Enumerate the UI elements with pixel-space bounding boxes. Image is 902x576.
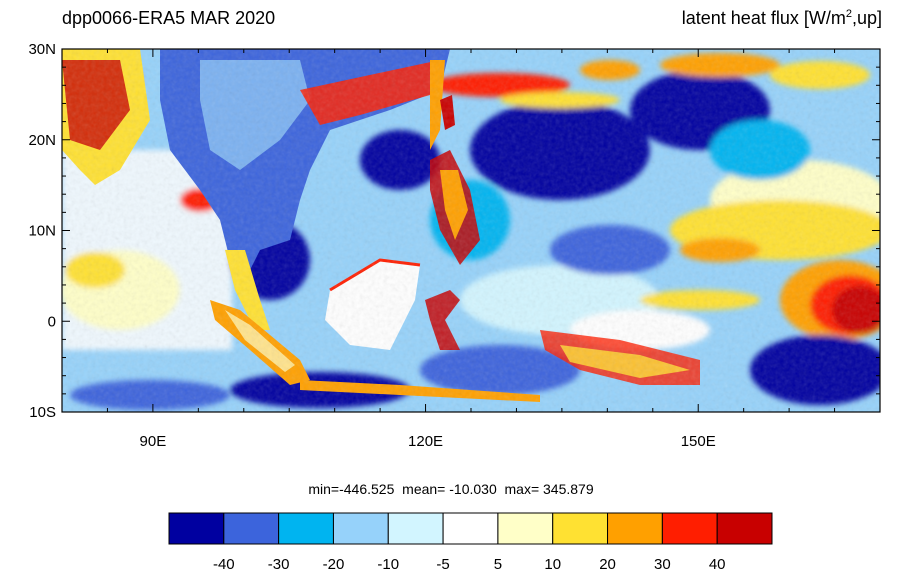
axis-ticks	[61, 48, 881, 413]
colorbar-box	[497, 512, 554, 545]
colorbar-box	[332, 512, 389, 545]
variable-title-sup: 2	[845, 8, 852, 20]
colorbar-label: 30	[654, 556, 671, 573]
colorbar-labels: -40 -30 -20 -10 -5 5 10 20 30 40	[213, 556, 726, 573]
lat-tick-label: 20N	[28, 132, 56, 149]
colorbar-box	[552, 512, 609, 545]
lat-tick-label: 10N	[28, 223, 56, 240]
colorbar-label: -20	[323, 556, 345, 573]
variable-title-prefix: latent heat flux [W/m	[681, 8, 846, 28]
colorbar-label: 10	[544, 556, 561, 573]
colorbar-box	[278, 512, 334, 545]
lon-tick-label: 150E	[681, 433, 716, 450]
map-plot: 30N 20N 10N 0 10S 90E 120E 150E	[28, 41, 881, 450]
lon-tick-label: 120E	[408, 433, 443, 450]
colorbar-label: 40	[709, 556, 726, 573]
colorbar-label: -30	[268, 556, 290, 573]
variable-title: latent heat flux [W/m2,up]	[682, 8, 882, 29]
colorbar-boxes	[168, 512, 773, 545]
colorbar-box	[387, 512, 444, 545]
stats-summary: min=-446.525 mean= -10.030 max= 345.879	[308, 481, 594, 497]
colorbar-label: -10	[377, 556, 399, 573]
lon-tick-label: 90E	[140, 433, 167, 450]
colorbar-box	[223, 512, 280, 545]
colorbar-box	[442, 512, 499, 545]
map-title: dpp0066-ERA5 MAR 2020	[62, 8, 276, 28]
variable-title-suffix: ,up]	[851, 8, 882, 28]
colorbar-label: 20	[599, 556, 616, 573]
colorbar-label: -5	[436, 556, 449, 573]
colorbar-box	[716, 512, 773, 545]
colorbar-label: 5	[494, 556, 502, 573]
lat-tick-label: 30N	[28, 41, 56, 58]
colorbar-box	[661, 512, 718, 545]
colorbar-box	[168, 512, 225, 545]
lat-tick-label: 0	[48, 313, 56, 330]
colorbar-label: -40	[213, 556, 235, 573]
axis-tick-labels: 30N 20N 10N 0 10S 90E 120E 150E	[28, 41, 715, 450]
colorbar-box	[607, 512, 663, 545]
lat-tick-label: 10S	[29, 404, 56, 421]
flux-field	[62, 49, 880, 412]
